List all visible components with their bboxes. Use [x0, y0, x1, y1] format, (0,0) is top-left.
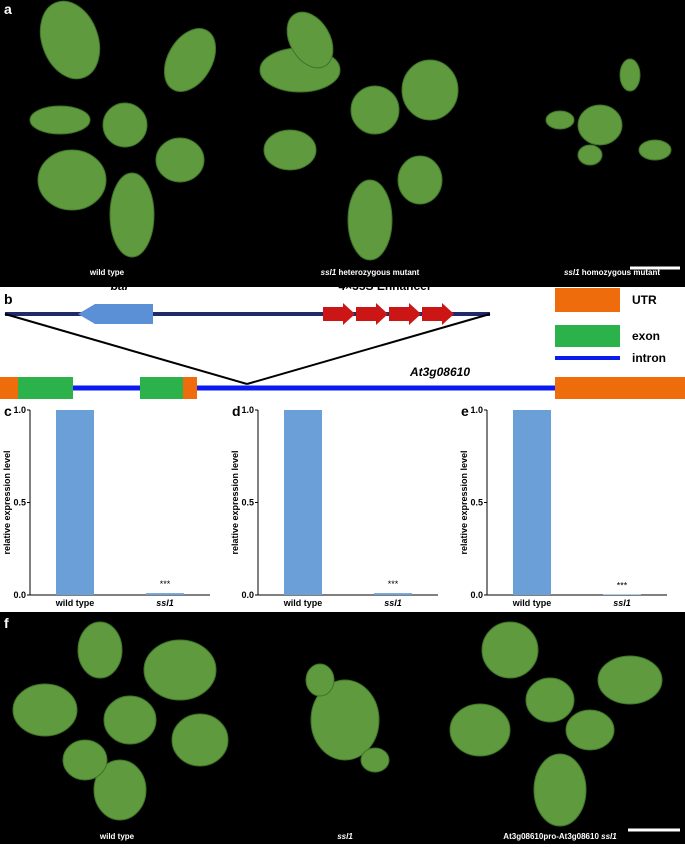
annotation: ***	[160, 579, 171, 589]
x-tick-label: ssl1	[613, 598, 631, 608]
caption-text: homozygous mutant	[580, 268, 661, 277]
utr	[555, 377, 685, 399]
legend-label: UTR	[632, 293, 657, 307]
x-tick-label: ssl1	[384, 598, 402, 608]
bar-arrow	[78, 304, 153, 324]
y-axis-label: relative expression level	[2, 450, 12, 554]
y-tick-label: 1.0	[13, 405, 26, 415]
y-tick-label: 0.5	[241, 498, 254, 508]
bar	[513, 410, 551, 595]
bar	[603, 594, 641, 595]
y-tick-label: 0.5	[13, 498, 26, 508]
y-axis-label: relative expression level	[230, 450, 240, 554]
plants-f	[12, 621, 663, 827]
caption: ssl1	[337, 832, 353, 841]
panel-label: d	[232, 403, 241, 419]
panel-label: e	[461, 403, 469, 419]
y-tick-label: 0.0	[241, 590, 254, 600]
x-tick-label: ssl1	[156, 598, 174, 608]
legend-swatch	[555, 325, 620, 347]
y-tick-label: 0.5	[470, 498, 483, 508]
bar	[56, 410, 94, 595]
y-tick-label: 1.0	[241, 405, 254, 415]
x-tick-label: wild type	[283, 598, 323, 608]
plants-a	[29, 0, 672, 261]
caption-text: At3g08610pro-At3g08610	[503, 832, 601, 841]
x-tick-label: wild type	[55, 598, 95, 608]
insertion-line	[246, 313, 491, 385]
panel-label: b	[4, 291, 13, 307]
legend-label: exon	[632, 329, 660, 343]
enhancer-arrows	[323, 303, 454, 325]
panel-label: c	[4, 403, 12, 419]
caption-text: heterozygous mutant	[336, 268, 419, 277]
charts: c relative expression level 0.0 0.5 1.0 wild …	[2, 403, 667, 608]
gene: ssl1	[601, 832, 617, 841]
exon	[18, 377, 73, 399]
gene: ssl1	[321, 268, 337, 277]
panel-label: a	[4, 1, 12, 17]
caption: ssl1 heterozygous mutant	[321, 268, 420, 277]
utr	[0, 377, 18, 399]
panel-label: f	[4, 615, 9, 631]
caption: ssl1 homozygous mutant	[564, 268, 660, 277]
utr	[183, 377, 197, 399]
insertion-line	[4, 313, 248, 385]
y-tick-label: 0.0	[13, 590, 26, 600]
y-axis-label: relative expression level	[459, 450, 469, 554]
gene: ssl1	[564, 268, 580, 277]
exon	[140, 377, 183, 399]
legend-swatch	[555, 288, 620, 312]
bar	[146, 593, 184, 595]
y-tick-label: 1.0	[470, 405, 483, 415]
y-tick-label: 0.0	[470, 590, 483, 600]
x-tick-label: wild type	[512, 598, 552, 608]
caption: wild type	[99, 832, 135, 841]
legend-label: intron	[632, 351, 666, 365]
caption: At3g08610pro-At3g08610 ssl1	[503, 832, 617, 841]
insert-label: 4×35S Enhancer	[338, 279, 431, 293]
bar	[374, 593, 412, 595]
caption: wild type	[89, 268, 125, 277]
annotation: ***	[388, 579, 399, 589]
bar	[284, 410, 322, 595]
photo-a	[0, 0, 685, 287]
annotation: ***	[617, 580, 628, 590]
insert-label: bar	[111, 279, 131, 293]
gene-name: At3g08610	[409, 365, 470, 379]
